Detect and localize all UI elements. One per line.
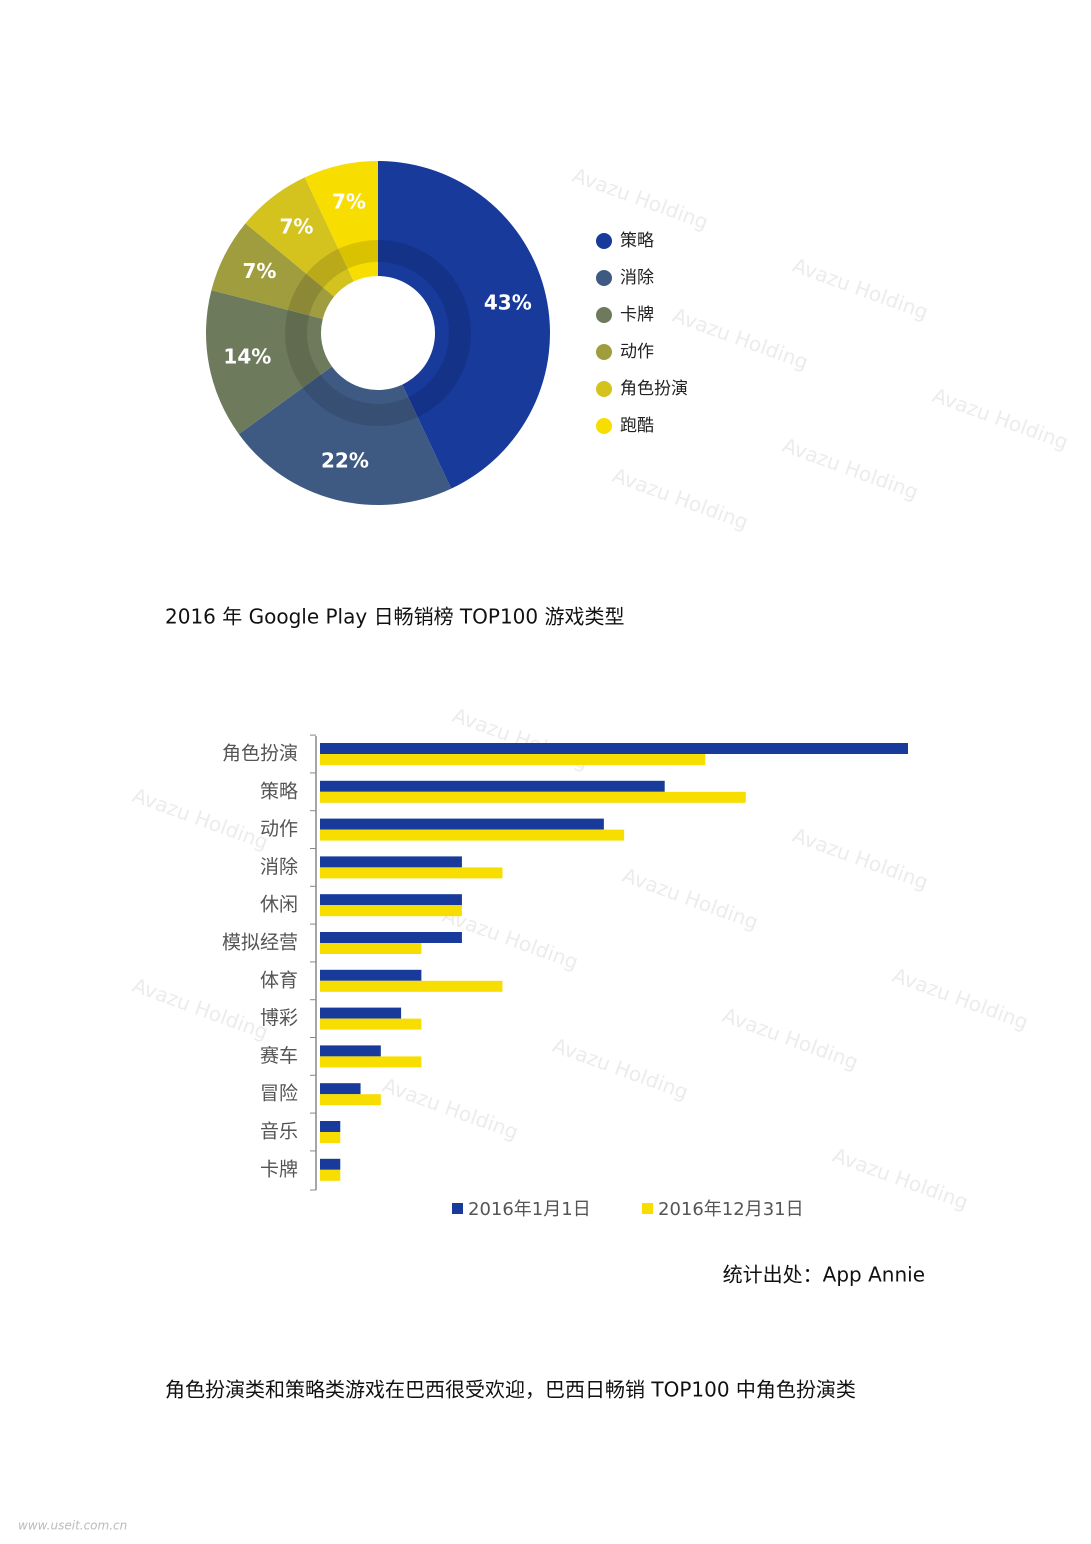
legend-label: 2016年1月1日: [468, 1199, 591, 1220]
bar: [320, 1132, 341, 1143]
category-label: 角色扮演: [222, 743, 298, 765]
bar: [320, 1056, 422, 1068]
bar: [320, 1158, 341, 1170]
legend-swatch: [596, 270, 612, 286]
watermark: Avazu Holding: [889, 963, 1031, 1034]
watermark: Avazu Holding: [569, 163, 711, 234]
category-label: 体育: [260, 969, 298, 991]
bar: [320, 791, 746, 803]
legend-swatch: [596, 381, 612, 397]
watermark: Avazu Holding: [789, 253, 931, 324]
category-label: 卡牌: [260, 1158, 298, 1180]
watermark: Avazu Holding: [129, 973, 271, 1044]
bar: [320, 980, 503, 992]
legend-label: 角色扮演: [620, 379, 688, 399]
legend-label: 卡牌: [620, 305, 654, 325]
legend-swatch: [596, 233, 612, 249]
legend-swatch: [596, 344, 612, 360]
slice-label: 22%: [321, 448, 369, 472]
site-mark: www.useit.com.cn: [18, 1519, 127, 1533]
inner-ring: [285, 240, 471, 426]
pie-slice: [205, 290, 332, 435]
watermark: Avazu Holding: [619, 863, 761, 934]
category-label: 博彩: [260, 1007, 298, 1029]
bar: [320, 743, 908, 754]
slice-label: 7%: [243, 259, 277, 283]
category-label: 音乐: [260, 1121, 298, 1143]
watermark: Avazu Holding: [829, 1143, 971, 1214]
caption: 2016 年 Google Play 日畅销榜 TOP100 游戏类型: [165, 605, 624, 629]
bar: [320, 905, 462, 917]
legend-label: 消除: [620, 268, 654, 288]
bar: [320, 867, 503, 879]
bar: [320, 1018, 422, 1030]
legend-swatch: [642, 1203, 653, 1214]
watermark: Avazu Holding: [609, 463, 751, 534]
bar: [320, 1094, 381, 1106]
bar: [320, 1169, 341, 1181]
legend-label: 跑酷: [620, 416, 654, 436]
bar: [320, 1007, 402, 1019]
bar: [320, 829, 625, 841]
category-label: 赛车: [260, 1045, 298, 1067]
category-label: 消除: [260, 856, 298, 878]
category-label: 策略: [260, 780, 298, 802]
slice-label: 43%: [484, 290, 532, 314]
watermark: Avazu Holding: [929, 383, 1071, 454]
watermark: Avazu Holding: [379, 1073, 521, 1144]
legend-label: 策略: [620, 231, 654, 251]
bar: [320, 943, 422, 954]
category-label: 模拟经营: [222, 932, 298, 954]
bar: [320, 1121, 341, 1132]
bar: [320, 1083, 361, 1095]
watermark: Avazu Holding: [549, 1033, 691, 1104]
bar: [320, 969, 422, 981]
category-label: 休闲: [260, 894, 298, 916]
slice-label: 7%: [332, 190, 366, 214]
pie-slice: [245, 177, 354, 297]
bar: [320, 754, 706, 765]
watermark: Avazu Holding: [789, 823, 931, 894]
pie-slice: [238, 366, 452, 505]
bar: [320, 780, 665, 792]
legend-swatch: [596, 418, 612, 434]
bar: [320, 894, 462, 906]
slice-label: 7%: [279, 214, 313, 238]
bar: [320, 1045, 381, 1057]
source: 统计出处：App Annie: [723, 1263, 925, 1287]
category-label: 冒险: [260, 1083, 298, 1105]
bar: [320, 818, 604, 830]
pie-slice: [304, 161, 378, 282]
bar: [320, 856, 462, 868]
legend-label: 动作: [620, 342, 654, 362]
slice-label: 14%: [223, 344, 271, 368]
bar: [320, 932, 462, 943]
category-label: 动作: [260, 818, 298, 840]
paragraph: 角色扮演类和策略类游戏在巴西很受欢迎，巴西日畅销 TOP100 中角色扮演类: [165, 1378, 856, 1402]
pie-slice: [378, 161, 550, 489]
legend-swatch: [452, 1203, 463, 1214]
watermark: Avazu Holding: [779, 433, 921, 504]
watermark: Avazu Holding: [129, 783, 271, 854]
watermark: Avazu Holding: [669, 303, 811, 374]
watermark: Avazu Holding: [719, 1003, 861, 1074]
legend-swatch: [596, 307, 612, 323]
legend-label: 2016年12月31日: [658, 1199, 804, 1220]
pie-slice: [211, 223, 335, 319]
